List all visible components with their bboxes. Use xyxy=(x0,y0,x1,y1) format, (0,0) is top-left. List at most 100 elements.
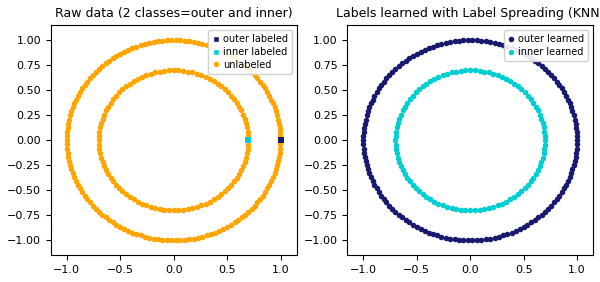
Point xyxy=(517,87,526,92)
Point xyxy=(250,203,259,208)
Point xyxy=(167,38,176,43)
Point xyxy=(420,228,430,233)
Point xyxy=(244,134,253,138)
Point xyxy=(270,105,280,110)
Point xyxy=(223,186,233,191)
Point xyxy=(118,189,127,194)
Point xyxy=(499,43,508,47)
Point xyxy=(376,193,386,198)
Point xyxy=(125,195,134,199)
Point xyxy=(450,237,460,241)
Point xyxy=(233,218,243,222)
Point xyxy=(127,46,137,50)
Point xyxy=(535,164,545,168)
Point xyxy=(359,130,368,134)
Point xyxy=(266,179,276,183)
Point xyxy=(68,171,77,175)
Point xyxy=(67,109,76,114)
Point xyxy=(62,146,72,151)
Point xyxy=(509,81,519,86)
Point xyxy=(391,147,401,151)
Point xyxy=(490,235,499,240)
Point xyxy=(404,56,414,60)
Point xyxy=(184,39,194,44)
Point xyxy=(463,38,473,43)
Point xyxy=(243,129,253,134)
Point xyxy=(192,71,202,76)
Point xyxy=(404,220,414,225)
Point xyxy=(546,203,556,208)
Legend: outer learned, inner learned: outer learned, inner learned xyxy=(503,30,588,61)
Point xyxy=(162,238,172,243)
Point xyxy=(171,38,181,43)
Point xyxy=(77,86,87,91)
Point xyxy=(77,190,87,194)
Point xyxy=(115,225,125,229)
Point xyxy=(206,44,216,49)
Point xyxy=(265,182,274,187)
Point xyxy=(397,61,407,65)
Point xyxy=(106,100,115,105)
Point xyxy=(258,193,268,198)
Point xyxy=(197,234,207,239)
Point xyxy=(217,84,226,89)
Point xyxy=(361,117,370,122)
Point xyxy=(411,186,421,191)
Point xyxy=(530,58,539,63)
Point xyxy=(479,69,489,74)
Point xyxy=(196,203,206,208)
Point xyxy=(133,199,142,204)
Point xyxy=(391,67,400,71)
Point xyxy=(391,129,401,134)
Point xyxy=(450,39,460,44)
Point xyxy=(71,97,81,102)
Point xyxy=(103,172,113,176)
Point xyxy=(244,210,253,214)
Point xyxy=(535,112,545,117)
Point xyxy=(400,104,409,109)
Point xyxy=(497,75,507,79)
Point xyxy=(388,70,397,74)
Point xyxy=(466,208,475,213)
Point xyxy=(183,207,193,211)
Point xyxy=(445,236,455,241)
Point xyxy=(115,186,124,191)
Point xyxy=(362,113,371,118)
Point xyxy=(467,38,477,43)
Point xyxy=(98,116,107,121)
Point xyxy=(520,90,530,95)
Point xyxy=(401,58,410,63)
Point xyxy=(145,41,154,45)
Point xyxy=(275,134,285,138)
Point xyxy=(63,151,73,155)
Point xyxy=(511,48,520,52)
Point xyxy=(515,227,524,231)
Point xyxy=(183,69,193,74)
Point xyxy=(481,237,491,241)
Point xyxy=(276,138,286,143)
Point xyxy=(205,199,214,204)
Point xyxy=(241,212,250,217)
Point xyxy=(394,160,404,164)
Point xyxy=(361,159,370,163)
Point xyxy=(160,69,169,73)
Point xyxy=(565,101,574,106)
Point xyxy=(180,39,190,43)
Point xyxy=(401,218,410,222)
Point xyxy=(557,86,566,91)
Point xyxy=(571,121,580,126)
Point xyxy=(100,112,109,117)
Point xyxy=(108,220,118,225)
Point xyxy=(255,197,265,201)
Point xyxy=(402,100,412,105)
Point xyxy=(566,171,576,175)
Point xyxy=(202,233,211,238)
Point xyxy=(543,70,553,74)
Point xyxy=(184,237,194,241)
Point xyxy=(232,100,242,105)
Point xyxy=(458,38,468,43)
Point xyxy=(394,64,403,68)
Point xyxy=(497,201,507,206)
Point xyxy=(275,142,285,147)
Point xyxy=(572,134,582,138)
